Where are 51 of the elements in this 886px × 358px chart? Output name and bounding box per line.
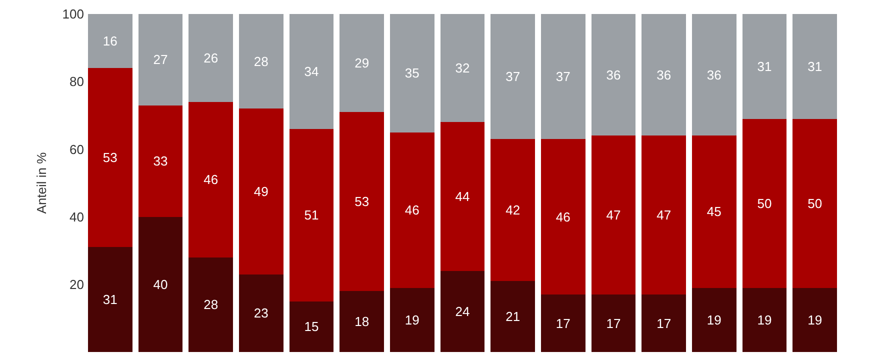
data-label: 28 (254, 54, 268, 69)
data-label: 33 (153, 154, 168, 169)
y-axis-title: Anteil in % (34, 152, 50, 214)
data-label: 47 (606, 208, 621, 223)
data-label: 37 (556, 69, 570, 84)
data-label: 19 (757, 312, 772, 328)
data-label: 50 (808, 196, 822, 211)
y-tick-label: 60 (70, 142, 84, 157)
data-label: 49 (254, 184, 268, 199)
data-label: 16 (102, 34, 118, 49)
y-tick-label: 20 (70, 276, 84, 292)
data-label: 17 (556, 316, 570, 331)
data-label: 42 (506, 202, 520, 218)
data-label: 36 (656, 67, 672, 82)
data-label: 35 (404, 66, 420, 81)
data-label: 19 (808, 312, 822, 328)
data-label: 27 (153, 52, 168, 68)
data-label: 19 (706, 312, 722, 328)
data-label: 47 (656, 208, 672, 223)
data-label: 37 (506, 69, 520, 84)
data-label: 40 (153, 276, 168, 292)
data-label: 45 (706, 204, 722, 220)
data-label: 26 (204, 50, 218, 66)
data-label: 51 (304, 208, 319, 223)
data-label: 18 (354, 314, 370, 330)
data-label: 21 (506, 309, 520, 324)
data-label: 46 (404, 202, 420, 218)
data-label: 46 (556, 209, 570, 224)
data-label: 44 (455, 189, 470, 204)
data-label: 31 (757, 58, 772, 74)
data-label: 24 (455, 304, 470, 319)
y-tick-label: 40 (70, 209, 84, 224)
data-label: 46 (204, 172, 218, 188)
data-label: 17 (656, 316, 672, 331)
data-label: 23 (254, 306, 268, 321)
data-label: 31 (102, 292, 118, 308)
data-label: 29 (354, 56, 370, 71)
data-label: 36 (606, 67, 621, 82)
data-label: 53 (102, 150, 118, 166)
y-tick-label: 100 (62, 6, 84, 22)
data-label: 15 (304, 319, 319, 334)
data-label: 28 (204, 297, 218, 312)
data-label: 32 (455, 60, 470, 76)
y-tick-label: 80 (70, 74, 84, 90)
data-label: 53 (354, 194, 370, 210)
data-label: 34 (304, 64, 319, 79)
data-label: 36 (706, 67, 722, 82)
data-label: 19 (404, 312, 420, 328)
data-label: 50 (757, 196, 772, 211)
data-label: 31 (808, 58, 822, 74)
data-label: 17 (606, 316, 621, 331)
